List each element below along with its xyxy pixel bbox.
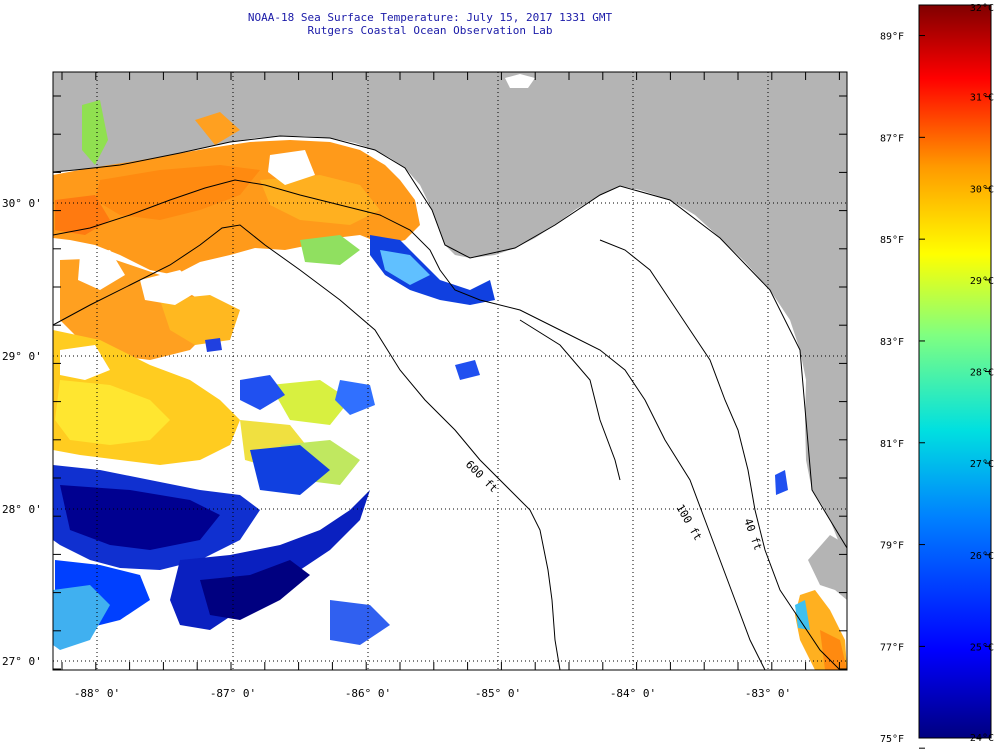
isobaths xyxy=(53,135,847,670)
isobath-100ft xyxy=(53,179,766,670)
colorbar-celsius-label: 24°C xyxy=(970,733,994,744)
cloud-patch xyxy=(505,74,535,88)
map-border xyxy=(52,71,848,671)
colorbar xyxy=(918,4,992,739)
coastline xyxy=(53,135,847,549)
colorbar-fahrenheit-label: 83°F xyxy=(880,337,904,348)
lon-label: -85° 0' xyxy=(475,687,521,700)
colorbar-labels: 32°C 31°C 30°C 29°C 28°C 27°C 26°C 25°C 24°C 89°F… xyxy=(880,3,994,745)
colorbar-celsius-label: 25°C xyxy=(970,642,994,653)
map-subtitle: Rutgers Coastal Ocean Observation Lab xyxy=(307,24,553,37)
isobath-40ft xyxy=(599,239,841,670)
colorbar-celsius-label: 30°C xyxy=(970,184,994,195)
lon-label: -86° 0' xyxy=(345,687,391,700)
colorbar-celsius-label: 26°C xyxy=(970,551,994,562)
colorbar-celsius-label: 27°C xyxy=(970,459,994,470)
map-title: NOAA-18 Sea Surface Temperature: July 15… xyxy=(247,11,613,24)
colorbar-ticks xyxy=(919,4,991,749)
colorbar-fahrenheit-label: 81°F xyxy=(880,439,904,450)
isobath-600ft xyxy=(53,224,561,670)
land-mass xyxy=(53,72,847,548)
lat-label: 27° 0' xyxy=(2,655,42,668)
colorbar-fahrenheit-label: 85°F xyxy=(880,235,904,246)
sst-data-field xyxy=(53,100,847,670)
colorbar-fahrenheit-label: 77°F xyxy=(880,642,904,653)
colorbar-celsius-label: 28°C xyxy=(970,368,994,379)
colorbar-fahrenheit-label: 87°F xyxy=(880,133,904,144)
lon-label: -87° 0' xyxy=(210,687,256,700)
land-bay xyxy=(808,535,847,600)
colorbar-fahrenheit-label: 89°F xyxy=(880,32,904,43)
colorbar-fahrenheit-label: 79°F xyxy=(880,541,904,552)
colorbar-celsius-label: 32°C xyxy=(970,3,994,14)
colorbar-celsius-label: 29°C xyxy=(970,276,994,287)
lon-label: -88° 0' xyxy=(74,687,120,700)
axis-ticks xyxy=(53,72,847,670)
lat-label: 28° 0' xyxy=(2,503,42,516)
colorbar-celsius-label: 31°C xyxy=(970,93,994,104)
lon-label: -83° 0' xyxy=(745,687,791,700)
lat-label: 29° 0' xyxy=(2,350,42,363)
graticule xyxy=(53,72,847,670)
colorbar-fahrenheit-label: 75°F xyxy=(880,734,904,745)
lat-label: 30° 0' xyxy=(2,197,42,210)
lon-label: -84° 0' xyxy=(610,687,656,700)
